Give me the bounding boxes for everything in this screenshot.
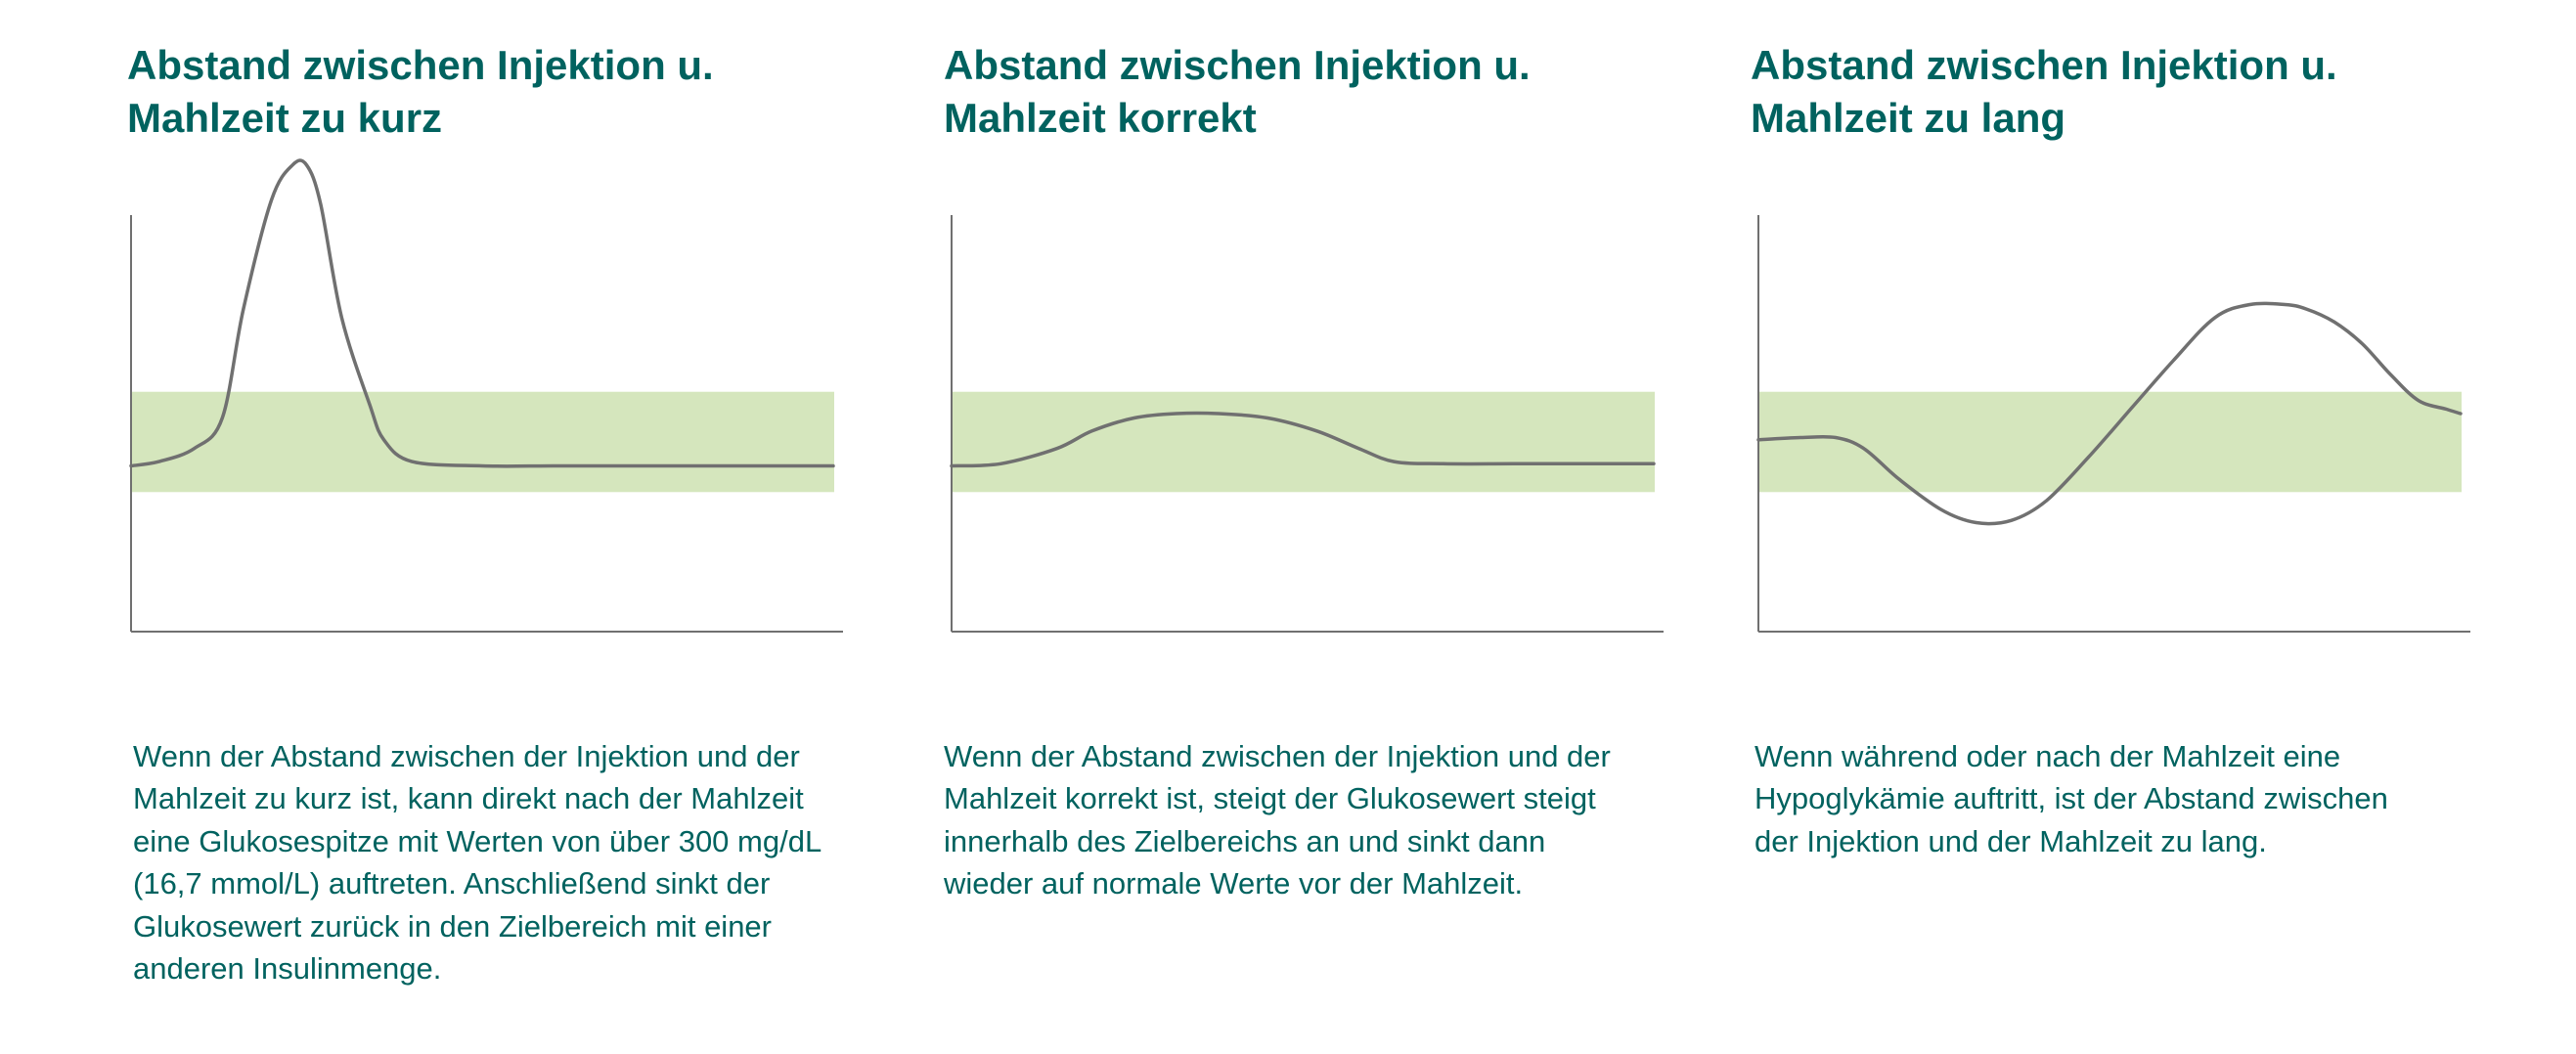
glucose-chart [129,158,843,633]
target-range-band [132,391,834,493]
panel-description: Wenn der Abstand zwischen der Injektion … [944,735,1707,905]
target-range-band [953,391,1655,493]
description-line: Wenn der Abstand zwischen der Injektion … [133,739,800,773]
description-line: innerhalb des Zielbereichs an und sinkt … [944,823,1546,858]
target-range-band [1759,391,2462,493]
panel-title-line: Mahlzeit zu kurz [127,95,443,141]
description-line: Wenn während oder nach der Mahlzeit eine [1754,739,2341,773]
panel-correct: Abstand zwischen Injektion u. Mahlzeit k… [944,0,1707,1054]
panel-title: Abstand zwischen Injektion u. Mahlzeit z… [127,39,890,145]
panel-too-long: Abstand zwischen Injektion u. Mahlzeit z… [1751,0,2533,1054]
panel-title-line: Abstand zwischen Injektion u. [127,42,714,88]
panel-title-line: Mahlzeit korrekt [944,95,1257,141]
panel-title-line: Mahlzeit zu lang [1751,95,2066,141]
glucose-curve [950,411,1656,468]
panel-description: Wenn der Abstand zwischen der Injektion … [133,735,896,989]
panel-description: Wenn während oder nach der Mahlzeit eine… [1754,735,2517,862]
panel-title-line: Abstand zwischen Injektion u. [944,42,1531,88]
panel-title-line: Abstand zwischen Injektion u. [1751,42,2337,88]
description-line: (16,7 mmol/L) auftreten. Anschließend si… [133,866,771,901]
description-line: wieder auf normale Werte vor der Mahlzei… [944,866,1524,901]
glucose-chart [950,215,1664,633]
description-line: Hypoglykämie auftritt, ist der Abstand z… [1754,781,2388,816]
description-line: der Injektion und der Mahlzeit zu lang. [1754,823,2267,858]
description-line: anderen Insulinmenge. [133,951,442,987]
description-line: Wenn der Abstand zwischen der Injektion … [944,739,1611,773]
description-line: Glukosewert zurück in den Zielbereich mi… [133,908,772,944]
glucose-curve [129,158,835,468]
glucose-curve [1756,301,2463,526]
panel-title: Abstand zwischen Injektion u. Mahlzeit k… [944,39,1707,145]
description-line: eine Glukosespitze mit Werten von über 3… [133,823,822,858]
panel-too-short: Abstand zwischen Injektion u. Mahlzeit z… [127,0,890,1054]
glucose-chart [1756,215,2470,633]
panel-title: Abstand zwischen Injektion u. Mahlzeit z… [1751,39,2513,145]
description-line: Mahlzeit zu kurz ist, kann direkt nach d… [133,781,804,816]
description-line: Mahlzeit korrekt ist, steigt der Glukose… [944,781,1596,816]
